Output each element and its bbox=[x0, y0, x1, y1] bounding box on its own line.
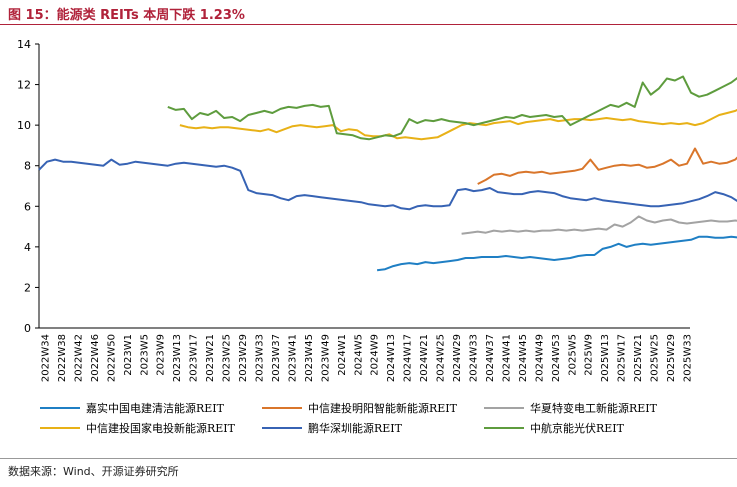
y-tick-labels: 0 2 4 6 8 10 12 14 bbox=[17, 38, 39, 335]
x-tick-label: 2025W9 bbox=[584, 334, 595, 376]
y-tick-label: 6 bbox=[24, 200, 31, 213]
x-tick-labels: 2022W34 2022W38 2022W42 2022W46 2022W50 2023W… bbox=[41, 334, 694, 382]
legend-swatch bbox=[484, 427, 524, 429]
legend-item-huaxia: 华夏特变电工新能源REIT bbox=[484, 400, 706, 416]
x-tick-label: 2023W13 bbox=[172, 334, 183, 382]
figure-title: 图 15：能源类 REITs 本周下跌 1.23% bbox=[8, 8, 245, 23]
legend-label: 中信建投国家电投新能源REIT bbox=[86, 422, 235, 435]
series-line-0 bbox=[376, 235, 737, 272]
y-tick-label: 8 bbox=[24, 160, 31, 173]
y-tick-label: 14 bbox=[17, 38, 31, 51]
x-tick-label: 2022W50 bbox=[106, 334, 117, 382]
x-tick-label: 2024W21 bbox=[419, 334, 430, 382]
x-tick-label: 2024W37 bbox=[485, 334, 496, 382]
x-tick-label: 2023W41 bbox=[287, 334, 298, 382]
legend-label: 华夏特变电工新能源REIT bbox=[530, 402, 657, 415]
x-tick-label: 2023W33 bbox=[255, 334, 266, 382]
x-tick-label: 2024W9 bbox=[370, 334, 381, 376]
x-tick-label: 2025W21 bbox=[633, 334, 644, 382]
legend-swatch bbox=[40, 427, 80, 429]
legend-swatch bbox=[484, 407, 524, 409]
x-tick-label: 2024W49 bbox=[534, 334, 545, 382]
x-tick-label: 2024W41 bbox=[501, 334, 512, 382]
y-tick-label: 10 bbox=[17, 119, 31, 132]
legend-label: 鹏华深圳能源REIT bbox=[308, 422, 402, 435]
legend-swatch bbox=[40, 407, 80, 409]
legend-item-zhonghang: 中航京能光伏REIT bbox=[484, 420, 706, 436]
x-tick-label: 2024W1 bbox=[337, 334, 348, 376]
x-tick-label: 2024W53 bbox=[551, 334, 562, 382]
x-tick-label: 2025W17 bbox=[617, 334, 628, 382]
x-tick-label: 2024W29 bbox=[452, 334, 463, 382]
x-tick-label: 2023W29 bbox=[238, 334, 249, 382]
series-line-2 bbox=[461, 215, 737, 235]
x-tick-label: 2025W5 bbox=[567, 334, 578, 376]
x-tick-label: 2025W25 bbox=[650, 334, 661, 382]
x-tick-label: 2023W1 bbox=[123, 334, 134, 376]
x-tick-label: 2024W25 bbox=[436, 334, 447, 382]
source-note: 数据来源：Wind、开源证券研究所 bbox=[8, 465, 179, 478]
y-tick-label: 12 bbox=[17, 79, 31, 92]
x-tick-label: 2024W13 bbox=[386, 334, 397, 382]
legend-item-guojiadiantou: 中信建投国家电投新能源REIT bbox=[40, 420, 262, 436]
x-tick-label: 2023W21 bbox=[205, 334, 216, 382]
legend-item-jiashi: 嘉实中国电建清洁能源REIT bbox=[40, 400, 262, 416]
x-tick-label: 2024W45 bbox=[518, 334, 529, 382]
x-tick-label: 2024W33 bbox=[469, 334, 480, 382]
x-tick-label: 2023W49 bbox=[320, 334, 331, 382]
legend-swatch bbox=[262, 427, 302, 429]
x-tick-label: 2023W5 bbox=[139, 334, 150, 376]
x-tick-label: 2023W45 bbox=[304, 334, 315, 382]
x-tick-label: 2024W17 bbox=[403, 334, 414, 382]
x-tick-label: 2023W9 bbox=[156, 334, 167, 376]
x-tick-label: 2023W25 bbox=[222, 334, 233, 382]
y-tick-label: 0 bbox=[24, 322, 31, 335]
series-line-5 bbox=[167, 75, 737, 141]
series-line-1 bbox=[477, 147, 737, 185]
x-tick-label: 2025W29 bbox=[666, 334, 677, 382]
series-line-4 bbox=[38, 158, 737, 211]
x-tick-label: 2022W42 bbox=[73, 334, 84, 382]
source-divider bbox=[0, 458, 737, 459]
legend-label: 中信建投明阳智能新能源REIT bbox=[308, 402, 457, 415]
legend: 嘉实中国电建清洁能源REIT 中信建投明阳智能新能源REIT 华夏特变电工新能源… bbox=[40, 398, 730, 438]
legend-label: 嘉实中国电建清洁能源REIT bbox=[86, 402, 224, 415]
legend-item-mingyang: 中信建投明阳智能新能源REIT bbox=[262, 400, 484, 416]
legend-swatch bbox=[262, 407, 302, 409]
series-line-3 bbox=[179, 108, 737, 141]
x-tick-label: 2023W37 bbox=[271, 334, 282, 382]
legend-label: 中航京能光伏REIT bbox=[530, 422, 624, 435]
x-tick-label: 2024W5 bbox=[353, 334, 364, 376]
x-tick-label: 2022W46 bbox=[90, 334, 101, 382]
y-tick-label: 2 bbox=[24, 281, 31, 294]
title-divider bbox=[0, 24, 737, 25]
legend-item-penghua: 鹏华深圳能源REIT bbox=[262, 420, 484, 436]
series-lines bbox=[38, 75, 737, 272]
x-tick-label: 2022W34 bbox=[41, 334, 52, 382]
x-tick-label: 2025W33 bbox=[683, 334, 694, 382]
y-tick-label: 4 bbox=[24, 241, 31, 254]
x-tick-label: 2022W38 bbox=[57, 334, 68, 382]
line-chart: 0 2 4 6 8 10 12 14 2022W34 2022W38 2022W42 2022W46… bbox=[17, 38, 737, 382]
x-tick-label: 2023W17 bbox=[189, 334, 200, 382]
x-tick-label: 2025W13 bbox=[600, 334, 611, 382]
